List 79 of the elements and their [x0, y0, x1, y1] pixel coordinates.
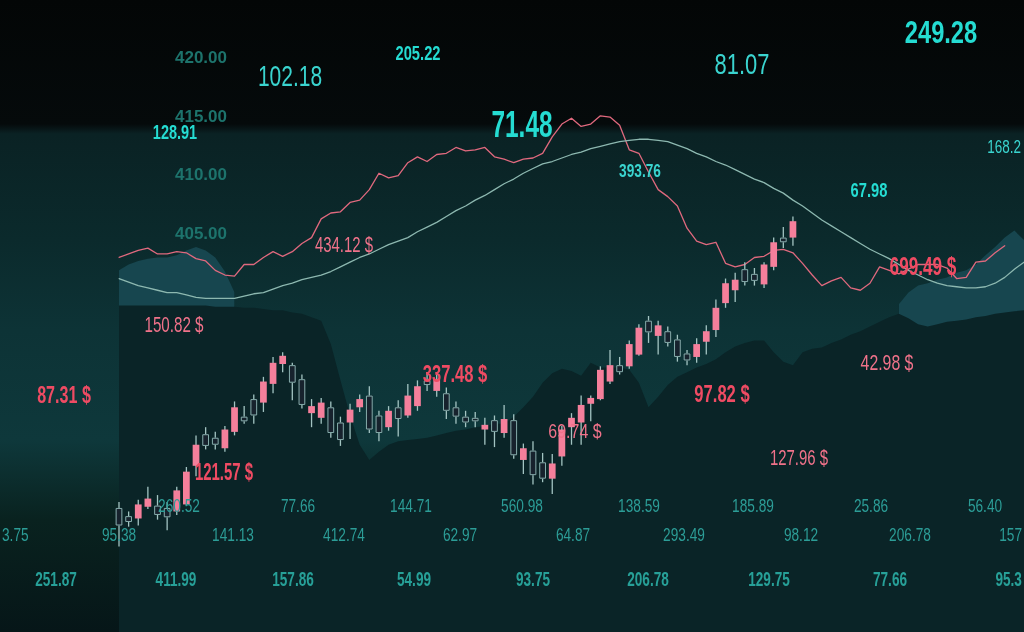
annotation: 121.57 $: [194, 458, 254, 485]
candlestick: [375, 410, 383, 442]
annotation: 64.87: [555, 525, 591, 545]
annotation: 205.22: [395, 40, 441, 64]
annotation: 129.75: [748, 568, 790, 590]
candlestick: [404, 383, 412, 419]
candlestick: [654, 320, 662, 356]
candlestick: [702, 324, 710, 356]
candlestick: [539, 452, 546, 483]
candlestick: [693, 337, 701, 364]
annotation: 81.07: [714, 47, 770, 80]
annotation: 337.48 $: [422, 360, 488, 387]
candlestick: [664, 325, 672, 348]
annotation: 185.89: [732, 496, 774, 516]
annotation: 144.71: [390, 496, 432, 516]
candlestick: [491, 414, 498, 448]
candlestick: [789, 215, 797, 247]
annotation: 102.18: [257, 59, 323, 92]
candlestick: [346, 403, 354, 440]
annotation: 206.78: [889, 525, 931, 545]
candlestick: [731, 272, 739, 303]
candlestick: [202, 426, 210, 451]
candlestick: [260, 376, 267, 413]
text: 3.75: [2, 525, 29, 545]
annotation: 412.74: [323, 525, 365, 545]
text: 251.87: [35, 568, 77, 590]
candlestick: [674, 334, 681, 363]
candlestick: [288, 362, 296, 401]
annotation: 168.2: [987, 137, 1021, 157]
candlestick: [394, 399, 402, 438]
annotation: 138.59: [618, 496, 660, 516]
candlestick: [452, 400, 460, 425]
annotation: 56.40: [967, 496, 1003, 516]
candlestick: [317, 397, 325, 425]
annotation: 127.96 $: [769, 445, 829, 470]
annotation: 71.48: [491, 103, 553, 145]
candlestick: [606, 349, 614, 385]
annotation: 98.12: [783, 525, 819, 545]
candlestick: [741, 261, 749, 287]
annotation: 157.86: [272, 568, 314, 590]
candlestick: [548, 453, 556, 495]
annotation: 77.66: [280, 496, 316, 516]
candlestick: [625, 339, 633, 370]
annotation: 77.66: [872, 568, 908, 590]
annotation: 54.99: [396, 568, 432, 590]
annotation: 95.3: [995, 568, 1022, 590]
y-tick-label: 410.00: [175, 165, 227, 185]
annotation: 141.13: [212, 525, 254, 545]
annotation: 150.82 $: [144, 312, 204, 337]
annotation: 293.49: [663, 525, 705, 545]
annotation: 560.98: [501, 496, 543, 516]
candlestick: [414, 379, 421, 412]
annotation: 157: [999, 525, 1022, 545]
text: 87.31 $: [37, 381, 91, 408]
y-tick-label: 420.00: [175, 48, 227, 68]
annotation: 434.12 $: [314, 232, 374, 257]
candlestick: [250, 393, 258, 425]
annotation: 25.86: [853, 496, 889, 516]
candlestick: [519, 442, 527, 475]
annotation: 93.75: [515, 568, 551, 590]
candlestick: [385, 405, 392, 432]
annotation: 206.78: [627, 568, 669, 590]
candlestick: [308, 398, 315, 428]
candlestick: [134, 499, 142, 527]
annotation: 67.98: [850, 177, 888, 201]
annotation: 411.99: [155, 568, 197, 590]
annotation: 97.82 $: [694, 380, 750, 407]
candlestick: [481, 417, 489, 446]
candlestick: [442, 386, 450, 420]
candlestick: [587, 394, 595, 422]
annotation: 249.28: [904, 14, 978, 50]
y-tick-label: 405.00: [175, 223, 227, 243]
annotation: 62.97: [442, 525, 478, 545]
candlestick: [337, 416, 344, 447]
candlestick: [722, 277, 729, 309]
candlestick: [779, 226, 787, 249]
annotation: 42.98 $: [860, 350, 914, 375]
candlestick: [645, 315, 652, 344]
candlestick: [279, 351, 287, 373]
